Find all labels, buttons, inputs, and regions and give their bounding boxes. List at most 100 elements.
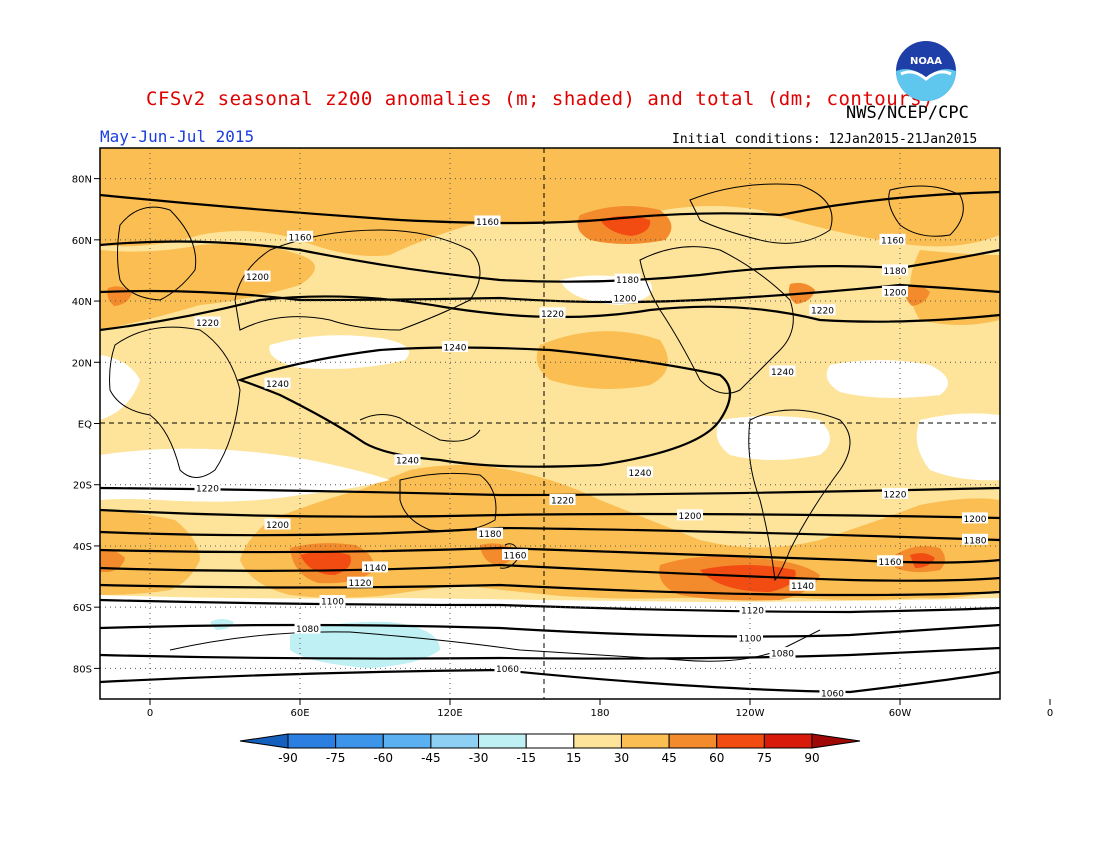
colorbar-label: -30 [469, 751, 489, 765]
colorbar-segment [382, 733, 432, 749]
lat-tick-label: 80N [72, 175, 92, 186]
contour-label-bg [494, 662, 521, 674]
contour-label: 1160 [476, 218, 499, 228]
lon-tick-label: 120E [437, 708, 462, 719]
lat-axis: 80N 60N 40N 20N EQ 20S 40S 60S 80S [72, 175, 100, 675]
contour-label: 1160 [504, 552, 527, 562]
graticule [100, 148, 1000, 699]
anomaly-fill-minus-15-30 [210, 619, 440, 668]
contour-label-bg [294, 622, 321, 634]
chart-title: CFSv2 seasonal z200 anomalies (m; shaded… [146, 88, 934, 110]
contour-label-bg [627, 466, 653, 478]
anomaly-fill-60-75 [300, 216, 935, 592]
contour-label: 1060 [496, 665, 519, 675]
contour-label: 1220 [551, 497, 574, 507]
colorbar-segment [478, 733, 527, 749]
contour-label-bg [502, 549, 528, 561]
contour-label: 1200 [246, 273, 269, 283]
initial-conditions: Initial conditions: 12Jan2015-21Jan2015 [672, 132, 978, 147]
contour-label-bg [769, 647, 796, 659]
contour-label: 1200 [964, 515, 987, 525]
contour-label: 1180 [616, 276, 639, 286]
contour-label-bg [442, 340, 468, 352]
lon-tick-label: 60E [290, 708, 309, 719]
lon-tick-label: 0 [147, 708, 153, 719]
colorbar-label: 15 [566, 751, 581, 765]
contour-label-bg [477, 527, 503, 539]
contour-label-bg [737, 631, 763, 643]
colorbar-segment [335, 733, 384, 749]
contour-label: 1080 [296, 625, 319, 635]
contour-label: 1220 [884, 490, 907, 500]
contour-label: 1100 [321, 598, 344, 608]
contour-label-bg [474, 215, 501, 227]
colorbar-segment [430, 733, 480, 749]
colorbar-label: 75 [757, 751, 772, 765]
colorbar-left-arrow [239, 733, 289, 749]
colorbar-segment [763, 733, 813, 749]
contour-label-bg [882, 285, 908, 297]
lat-tick-label: 40N [72, 297, 92, 308]
lat-tick-label: 20S [73, 481, 92, 492]
contour-label: 1160 [289, 233, 312, 243]
contour-label-bg [882, 264, 908, 276]
contour-label-bg [362, 561, 388, 573]
contour-label: 1220 [196, 484, 219, 494]
contour-label: 1220 [196, 319, 219, 329]
contour-label-bg [962, 533, 988, 545]
colorbar-segment [287, 733, 337, 749]
contour-label-bg [739, 604, 766, 616]
contour-label-bg [962, 512, 988, 524]
colorbar-label: -90 [278, 751, 298, 765]
contour-labels: 1160 1160 1160 1180 1180 1200 1200 1200 1220 1220… [194, 215, 988, 699]
anomaly-fill-30-45 [100, 148, 1000, 600]
colorbar-label: -75 [326, 751, 346, 765]
contour-label: 1120 [741, 607, 764, 617]
contour-label-bg [287, 230, 313, 242]
contour-label: 1160 [879, 558, 902, 568]
contour-label: 1160 [881, 236, 904, 246]
contour-label-bg [264, 518, 291, 530]
contour-label: 1200 [266, 521, 289, 531]
contour-label: 1240 [771, 368, 794, 378]
lat-tick-label: 20N [72, 358, 92, 369]
contour-label-bg [612, 291, 638, 303]
contour-label-bg [877, 555, 903, 567]
contour-label: 1240 [444, 343, 467, 353]
contour-label: 1140 [791, 582, 814, 592]
colorbar-segment [620, 733, 670, 749]
contour-label: 1200 [614, 294, 637, 304]
colorbar-segment [716, 733, 765, 749]
contour-label: 1080 [771, 650, 794, 660]
contour-label-bg [264, 377, 291, 389]
colorbar-label: 60 [709, 751, 724, 765]
colorbar-label: -60 [373, 751, 393, 765]
contour-label-bg [677, 509, 703, 521]
contour-label: 1120 [349, 579, 372, 589]
colorbar-segment [668, 733, 718, 749]
colorbar-right-arrow [811, 733, 861, 749]
contour-label: 1180 [964, 536, 987, 546]
contour-label: 1240 [629, 469, 652, 479]
contour-label: 1220 [541, 310, 564, 320]
colorbar-label: 45 [661, 751, 676, 765]
lat-tick-label: EQ [78, 420, 92, 431]
lon-tick-label: 120W [736, 708, 765, 719]
contour-label-bg [819, 686, 846, 698]
contour-label-bg [879, 233, 906, 245]
lat-tick-label: 40S [73, 542, 92, 553]
colorbar-label: -45 [421, 751, 441, 765]
contour-label: 1240 [396, 457, 419, 467]
contour-label-bg [769, 365, 796, 377]
contour-label: 1180 [884, 267, 907, 277]
contour-label-bg [809, 304, 836, 316]
lon-tick-label: 180 [590, 708, 609, 719]
contour-label: 1060 [821, 689, 844, 699]
contour-label-bg [194, 481, 221, 493]
contour-label: 1140 [364, 564, 387, 574]
noaa-logo-icon: NOAA [896, 41, 956, 101]
lon-tick-label: 0 [1047, 708, 1053, 719]
contour-label-bg [882, 487, 908, 499]
contour-label-bg [347, 576, 373, 588]
contour-label-bg [194, 316, 221, 328]
